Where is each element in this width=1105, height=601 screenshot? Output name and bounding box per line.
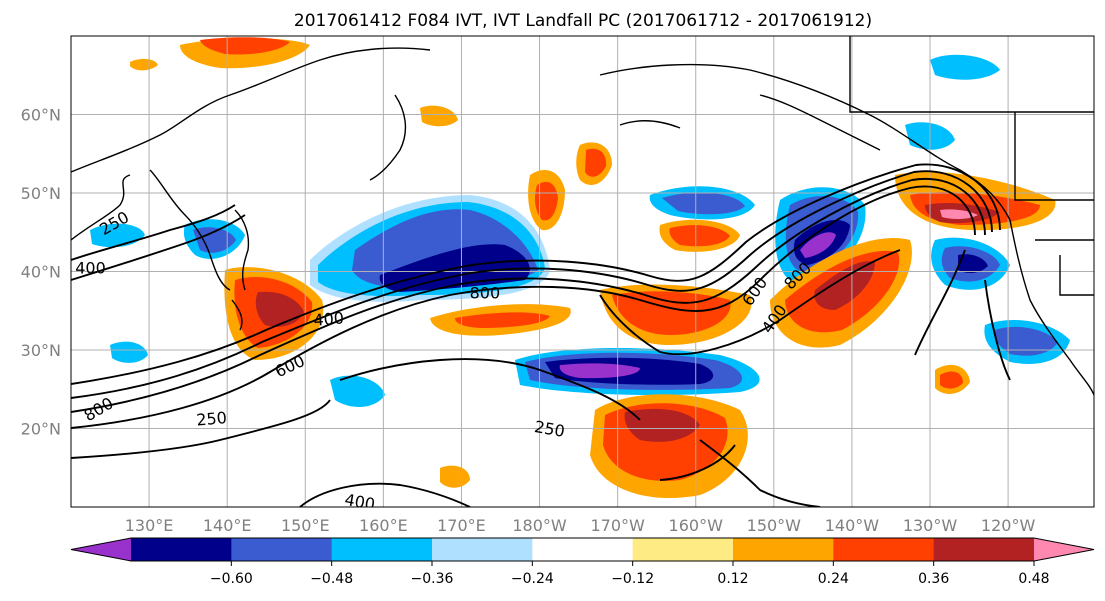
- positive-anomaly-region: [440, 465, 470, 488]
- colorbar-outline: [70, 537, 1095, 562]
- negative-anomaly-region: [110, 341, 148, 363]
- longitude-label: 130°E: [125, 516, 174, 535]
- positive-anomaly-region: [814, 261, 875, 310]
- negative-anomaly-region: [330, 375, 385, 407]
- latitude-label: 20°N: [21, 420, 61, 439]
- positive-anomaly-region: [940, 209, 978, 220]
- negative-anomaly-region: [193, 227, 236, 253]
- negative-anomaly-region: [958, 254, 988, 274]
- colorbar-segment: [833, 538, 935, 561]
- colorbar-tick-label: 0.24: [818, 571, 849, 587]
- negative-anomaly-region: [930, 54, 1000, 80]
- colorbar-extend-max: [1034, 538, 1094, 561]
- positive-anomaly-region: [130, 58, 158, 71]
- colorbar-tick-label: 0.12: [717, 571, 748, 587]
- longitude-label: 140°E: [203, 516, 252, 535]
- colorbar-segment: [632, 538, 734, 561]
- negative-anomaly-region: [994, 326, 1058, 356]
- colorbar-tick-label: 0.48: [1018, 571, 1049, 587]
- colorbar-tick-label: −0.24: [511, 571, 554, 587]
- negative-anomaly-region: [800, 232, 836, 258]
- colorbar-segment: [733, 538, 834, 561]
- contour-label-text: 800: [470, 284, 501, 303]
- contour-label: 800: [470, 284, 501, 303]
- colorbar-extend-min: [71, 538, 131, 561]
- colorbar-tick-label: −0.48: [310, 571, 353, 587]
- longitude-label: 170°E: [437, 516, 486, 535]
- colorbar-segment: [331, 538, 433, 561]
- colorbar-tick-label: 0.36: [918, 571, 949, 587]
- contour-label: 250: [533, 417, 566, 441]
- contour-label: 250: [196, 408, 228, 430]
- positive-anomaly-region: [455, 312, 550, 328]
- contour-label-text: 250: [196, 408, 228, 430]
- latitude-labels: 60°N 50°N 40°N 30°N 20°N: [21, 106, 61, 439]
- latitude-label: 30°N: [21, 341, 61, 360]
- contour-label: 400: [343, 490, 376, 514]
- contour-label-text: 250: [533, 417, 566, 441]
- contour-label-text: 400: [313, 308, 345, 330]
- colorbar-segment: [231, 538, 333, 561]
- negative-anomaly-region: [662, 192, 745, 215]
- colorbar-segment: [131, 538, 232, 561]
- colorbar-tick-label: −0.60: [210, 571, 253, 587]
- positive-anomaly-region: [940, 371, 963, 389]
- contour-label: 400: [313, 308, 345, 330]
- positive-anomaly-region: [200, 37, 290, 55]
- latitude-label: 40°N: [21, 263, 61, 282]
- contour-label-text: 400: [343, 490, 376, 514]
- positive-anomaly-region: [669, 225, 730, 247]
- map-frame: [70, 35, 1095, 508]
- longitude-label: 160°E: [359, 516, 408, 535]
- latitude-label: 50°N: [21, 184, 61, 203]
- colorbar: −0.60 −0.48 −0.36 −0.24 −0.12 0.12 0.24 0.36 0.4…: [70, 537, 1095, 587]
- longitude-label: 150°W: [747, 516, 802, 535]
- positive-anomaly-region: [624, 408, 700, 442]
- figure-title: 2017061412 F084 IVT, IVT Landfall PC (20…: [294, 11, 872, 31]
- colorbar-tick-label: −0.36: [411, 571, 454, 587]
- positive-anomaly-region: [420, 105, 458, 127]
- ivt-contours: [71, 163, 1011, 507]
- longitude-label: 120°W: [981, 516, 1036, 535]
- negative-anomaly-region: [559, 363, 640, 379]
- colorbar-segment: [933, 538, 1035, 561]
- colorbar-segment: [532, 538, 634, 561]
- longitude-label: 140°W: [825, 516, 880, 535]
- contour-label-text: 400: [75, 259, 106, 278]
- positive-anomaly-region: [612, 291, 731, 335]
- contour-label: 400: [75, 259, 106, 278]
- colorbar-tick-label: −0.12: [611, 571, 654, 587]
- positive-anomaly-region: [255, 291, 304, 327]
- longitude-label: 130°W: [903, 516, 958, 535]
- colorbar-segment: [432, 538, 533, 561]
- longitude-label: 170°W: [590, 516, 645, 535]
- positive-anomaly-region: [534, 181, 558, 221]
- longitude-label: 160°W: [669, 516, 724, 535]
- latitude-label: 60°N: [21, 106, 61, 125]
- longitude-label: 180°W: [512, 516, 567, 535]
- longitude-label: 150°E: [281, 516, 330, 535]
- longitude-labels: 130°E 140°E 150°E 160°E 170°E 180°W 170°W 160°W…: [125, 516, 1036, 535]
- positive-anomaly-region: [585, 148, 607, 177]
